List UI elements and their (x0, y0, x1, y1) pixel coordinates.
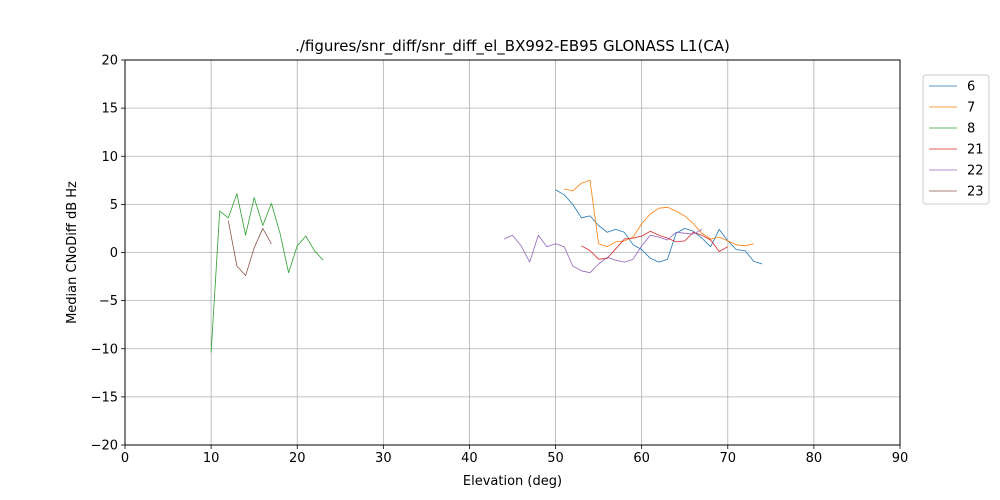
y-tick-label: 5 (110, 198, 118, 213)
x-tick-label: 10 (203, 451, 220, 466)
x-tick-label: 70 (720, 451, 737, 466)
series-line-8 (210, 193, 324, 353)
legend-label-8: 8 (967, 122, 975, 137)
y-tick-label: 20 (101, 54, 118, 69)
series-line-23 (227, 220, 272, 277)
x-tick-label: 40 (461, 451, 478, 466)
x-axis-label: Elevation (deg) (463, 474, 562, 489)
y-axis-label: Median CNoDiff dB Hz (65, 181, 80, 324)
x-tick-label: 60 (633, 451, 650, 466)
x-tick-label: 50 (547, 451, 564, 466)
legend-label-7: 7 (967, 101, 975, 116)
legend-label-6: 6 (967, 80, 975, 95)
y-tick-label: −10 (91, 342, 118, 357)
y-tick-label: −15 (91, 390, 118, 405)
legend-label-22: 22 (967, 164, 984, 179)
y-tick-label: 10 (101, 150, 118, 165)
x-tick-label: 80 (806, 451, 823, 466)
y-tick-label: 0 (110, 246, 118, 261)
x-tick-label: 20 (289, 451, 306, 466)
x-tick-label: 0 (121, 451, 129, 466)
chart-title: ./figures/snr_diff/snr_diff_el_BX992-EB9… (295, 37, 730, 56)
legend: 6 7 8 21 22 23 (922, 74, 990, 205)
legend-label-21: 21 (967, 143, 984, 158)
axis-ticks: 0 10 20 30 40 50 60 70 80 90 −20 −15 −10 −5 0 5 10 15 20 (91, 54, 909, 467)
x-tick-label: 90 (892, 451, 909, 466)
y-tick-label: −20 (91, 439, 118, 454)
legend-label-23: 23 (967, 185, 984, 200)
y-tick-label: −5 (99, 294, 118, 309)
grid (124, 59, 901, 446)
y-tick-label: 15 (101, 102, 118, 117)
x-tick-label: 30 (375, 451, 392, 466)
series-line-22 (503, 229, 703, 274)
series-lines (210, 179, 763, 353)
series-line-7 (564, 179, 754, 248)
